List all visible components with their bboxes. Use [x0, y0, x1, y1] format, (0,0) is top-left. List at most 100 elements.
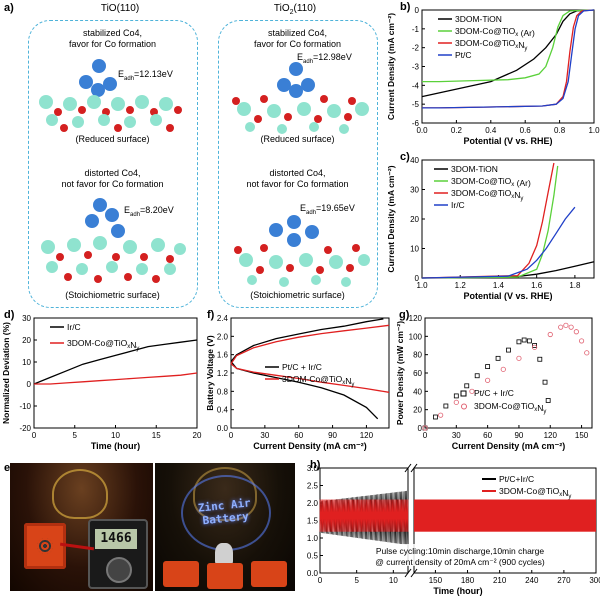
- series-3dom-co-tioxny-point: [469, 388, 475, 394]
- series-3dom-co-tioxny-point: [558, 324, 564, 330]
- y-tick-label: 3.0: [307, 464, 319, 473]
- structure-3-surface: (Stoichiometric surface): [65, 290, 160, 300]
- y-axis-label: Current Density (mA cm⁻²): [386, 13, 396, 120]
- battery-cell-3: [251, 561, 287, 587]
- x-tick-label: 150: [429, 576, 443, 585]
- structure-2-caption-1: stabilized Co4,: [267, 28, 328, 38]
- y-tick-label: 0.4: [217, 406, 229, 415]
- y-tick-label: 0: [418, 424, 423, 433]
- structure-2-energy: Eadh=12.98eV: [297, 52, 352, 65]
- y-tick-label: 120: [409, 314, 423, 323]
- series-3dom-tion-legend-label: 3DOM-TiON: [455, 14, 502, 24]
- y-tick-label: 20: [413, 406, 422, 415]
- y-tick-label: 0: [415, 6, 420, 15]
- series-3dom-co-tiox-ar--legend-label: 3DOM-Co@TiOx (Ar): [451, 176, 531, 188]
- series-3dom-co-tioxny-point: [438, 412, 444, 418]
- structure-4-surface: (Stoichiometric surface): [250, 290, 345, 300]
- series-3dom-co-tioxny-point: [500, 366, 506, 372]
- x-tick-label: 1.4: [493, 281, 505, 290]
- battery-cell-1: [163, 561, 199, 587]
- x-tick-label: 90: [514, 431, 523, 440]
- annotation-line-2: @ current density of 20mA cm⁻² (900 cycl…: [375, 557, 545, 567]
- series-3dom-tion-line: [421, 9, 595, 98]
- series-pt-c-ir-c-point: [516, 339, 522, 345]
- surface-slab-4: [234, 244, 370, 287]
- panel-letter: d): [4, 309, 15, 321]
- y-tick-label: 0.5: [307, 552, 319, 561]
- series-3dom-co-tioxny-legend-label: 3DOM-Co@TiOxNy: [67, 338, 139, 352]
- y-tick-label: 1.6: [217, 351, 229, 360]
- y-tick-label: 20: [410, 215, 419, 224]
- x-tick-label: 210: [493, 576, 507, 585]
- structure-2-model: [232, 62, 369, 134]
- structure-2-surface: (Reduced surface): [260, 134, 335, 144]
- series-3dom-co-tioxny-line: [422, 9, 595, 109]
- structure-4-model: [234, 215, 370, 287]
- y-tick-label: 0.0: [217, 424, 229, 433]
- panel-letter: h): [310, 459, 321, 471]
- x-tick-label: 180: [461, 576, 475, 585]
- series-3dom-co-tioxny-point: [422, 425, 428, 431]
- y-tick-label: 40: [413, 387, 422, 396]
- col-right-title: TiO2(110): [273, 3, 317, 16]
- y-tick-label: 1.5: [307, 517, 319, 526]
- series-pt-c-ir-c-point: [532, 343, 537, 348]
- axis-break-mark: [410, 568, 418, 578]
- co-cluster-3: [85, 198, 125, 238]
- x-axis-label: Time (hour): [433, 586, 482, 596]
- co-cluster-4: [269, 215, 319, 247]
- y-tick-label: -2: [412, 44, 420, 53]
- x-tick-label: 1.0: [416, 281, 428, 290]
- series-3dom-co-tioxny-point: [568, 324, 574, 330]
- y-tick-label: 10: [22, 358, 31, 367]
- series-pt-c-ir-c-point: [443, 403, 449, 409]
- series-pt-c-ir-c-point: [495, 355, 501, 361]
- y-tick-label: 30: [410, 186, 419, 195]
- x-tick-label: 300: [589, 576, 600, 585]
- series-3dom-co-tioxny-point: [563, 322, 569, 328]
- photo-multimeter: 1466: [10, 463, 153, 591]
- series-pt-c-ir-c-point: [464, 383, 470, 389]
- x-tick-label: 1.0: [588, 126, 600, 135]
- series-ir-c-line: [33, 339, 198, 385]
- series-3dom-co-tioxny-legend-label: 3DOM-Co@TiOxNy: [474, 401, 546, 415]
- series-3dom-co-tiox-ar--line: [421, 165, 559, 279]
- multimeter: 1466: [88, 519, 148, 589]
- series-3dom-co-tioxny-line: [34, 372, 198, 385]
- x-tick-label: 1.6: [531, 281, 543, 290]
- series-pt-c-line: [422, 9, 595, 109]
- y-tick-label: 1.2: [217, 369, 229, 378]
- series-pt-c-ir-c-point: [542, 379, 548, 385]
- x-tick-label: 270: [557, 576, 571, 585]
- x-tick-label: 0: [32, 431, 37, 440]
- y-tick-label: -6: [412, 119, 420, 128]
- y-axis-label: Normalized Deviation (%): [1, 322, 11, 424]
- x-tick-label: 30: [260, 431, 269, 440]
- plot-frame: [424, 317, 593, 429]
- x-axis-label: Potential (V vs. RHE): [463, 136, 552, 146]
- y-tick-label: 0.0: [307, 569, 319, 578]
- y-tick-label: 2.0: [307, 499, 319, 508]
- series-3dom-co-tioxny-point: [584, 350, 590, 356]
- x-tick-label: 120: [360, 431, 374, 440]
- series-pt-c-ir-c-point: [485, 364, 491, 369]
- structure-3-caption-1: distorted Co4,: [84, 168, 141, 178]
- series-pt-c-ir-c-point: [453, 393, 459, 399]
- x-tick-label: 150: [575, 431, 589, 440]
- y-tick-label: 100: [409, 332, 423, 341]
- panel-letter: b): [400, 1, 411, 13]
- x-tick-label: 90: [328, 431, 337, 440]
- x-tick-label: 0.6: [520, 126, 532, 135]
- series-3dom-co-tioxny-band-right: [414, 499, 596, 532]
- co-cluster-2: [277, 62, 315, 98]
- y-tick-label: 0: [415, 274, 420, 283]
- annotation-line-1: Pulse cycling:10min discharge,10min char…: [376, 546, 544, 556]
- battery-cell-2: [207, 563, 243, 589]
- series-ir-c-legend-label: Ir/C: [67, 322, 81, 332]
- col-left-title: TiO(110): [100, 3, 140, 14]
- x-tick-label: 1.2: [455, 281, 467, 290]
- x-tick-label: 0.8: [554, 126, 566, 135]
- series-3dom-co-tioxny-legend-label: 3DOM-Co@TiOxNy: [451, 188, 523, 202]
- series-pt-c-ir-c-line: [230, 318, 384, 362]
- x-tick-label: 60: [483, 431, 492, 440]
